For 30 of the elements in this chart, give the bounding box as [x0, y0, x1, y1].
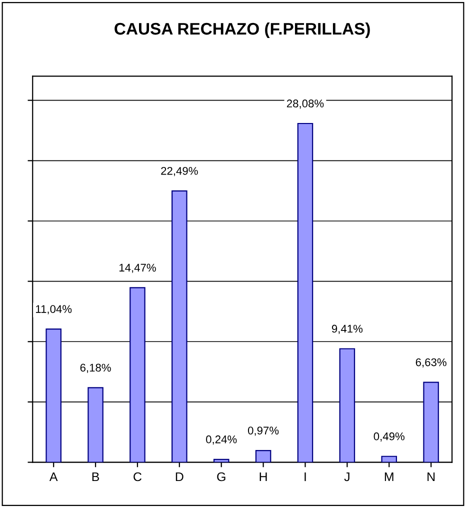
data-label: 28,08% — [286, 100, 324, 109]
data-label: 14,47% — [119, 264, 156, 273]
bar — [423, 382, 439, 462]
x-tick-label: N — [428, 472, 435, 482]
data-label: 0,97% — [248, 426, 279, 436]
bar — [88, 387, 104, 462]
bar — [297, 122, 314, 462]
x-tick-label: C — [134, 472, 142, 482]
data-label: 6,63% — [416, 358, 446, 368]
data-label: 0,24% — [206, 435, 237, 445]
x-tick-label: M — [384, 472, 394, 482]
data-label: 9,41% — [332, 324, 363, 334]
chart-title: CAUSA RECHAZO (F.PERILLAS) — [114, 22, 370, 38]
x-tick-label: H — [260, 472, 267, 482]
bar — [46, 328, 62, 462]
bar — [381, 456, 398, 462]
x-tick-label: I — [304, 472, 306, 482]
bar — [255, 450, 272, 462]
x-tick-label: A — [49, 472, 58, 482]
bar — [172, 190, 188, 462]
data-label: 6,18% — [80, 364, 111, 373]
x-tick-label: G — [217, 472, 226, 482]
data-label: 0,49% — [374, 432, 404, 442]
bar — [130, 287, 146, 462]
data-label: 11,04% — [36, 305, 72, 314]
x-tick-label: D — [176, 472, 184, 482]
x-tick-label: J — [344, 472, 350, 482]
x-tick-label: B — [92, 472, 100, 482]
data-label: 22,49% — [161, 166, 198, 176]
bar — [339, 348, 356, 462]
